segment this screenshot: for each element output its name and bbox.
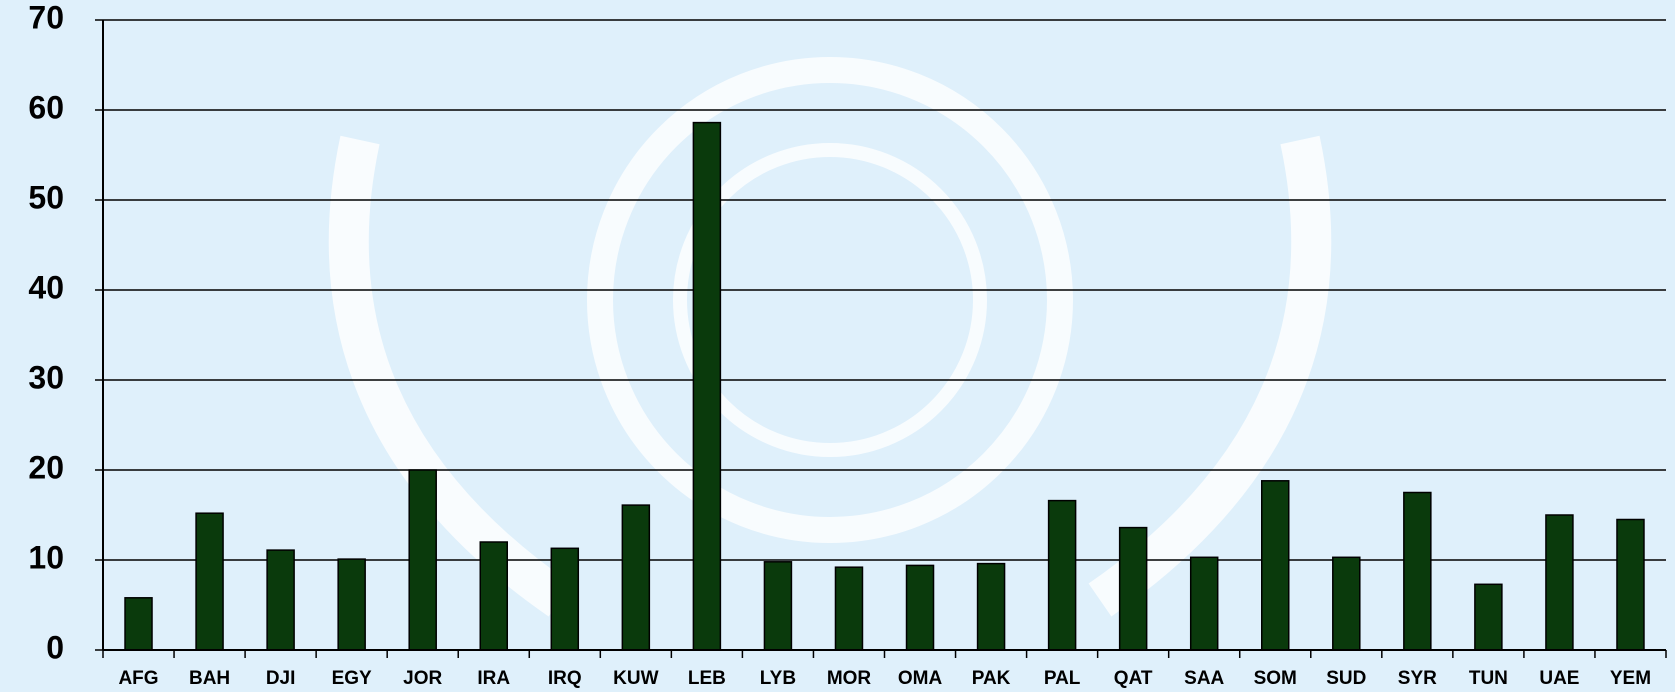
x-tick-label: BAH bbox=[189, 668, 230, 689]
x-tick-label: IRQ bbox=[548, 668, 582, 689]
y-tick-label: 10 bbox=[28, 539, 64, 575]
bar bbox=[550, 547, 580, 651]
x-tick-label: PAK bbox=[972, 668, 1011, 689]
bar bbox=[1261, 480, 1290, 651]
x-tick-label: MOR bbox=[827, 668, 872, 689]
x-tick-label: QAT bbox=[1114, 668, 1153, 689]
x-tick-label: EGY bbox=[332, 668, 372, 689]
y-tick-label: 0 bbox=[46, 629, 64, 665]
bar bbox=[124, 597, 153, 651]
bar bbox=[1474, 583, 1503, 651]
x-tick-label: OMA bbox=[898, 668, 943, 689]
bar bbox=[621, 504, 651, 651]
bar bbox=[1332, 556, 1361, 651]
bar bbox=[976, 562, 1006, 651]
x-tick-label: LYB bbox=[760, 668, 796, 689]
bar bbox=[1118, 526, 1148, 651]
x-tick-label: AFG bbox=[118, 668, 158, 689]
bar bbox=[195, 512, 224, 651]
bar bbox=[1545, 514, 1574, 651]
bar bbox=[337, 558, 366, 651]
y-tick-label: 20 bbox=[28, 449, 64, 485]
bar bbox=[479, 541, 508, 651]
y-tick-label: 50 bbox=[28, 179, 64, 215]
bar bbox=[692, 121, 722, 651]
bar bbox=[1403, 491, 1432, 651]
bar bbox=[1047, 499, 1077, 651]
x-tick-label: LEB bbox=[688, 668, 726, 689]
watermark bbox=[328, 57, 1332, 617]
y-tick-label: 40 bbox=[28, 269, 64, 305]
bar bbox=[408, 469, 437, 651]
x-tick-label: PAL bbox=[1044, 668, 1081, 689]
bar bbox=[1189, 556, 1219, 651]
bar bbox=[763, 561, 793, 651]
bar bbox=[266, 549, 295, 651]
x-tick-label: IRA bbox=[477, 668, 510, 689]
bar bbox=[1616, 518, 1645, 651]
y-tick-label: 60 bbox=[28, 89, 64, 125]
x-tick-label: SYR bbox=[1398, 668, 1437, 689]
bar bbox=[905, 564, 935, 651]
x-tick-label: KUW bbox=[613, 668, 658, 689]
y-tick-label: 70 bbox=[28, 0, 64, 35]
bar bbox=[834, 566, 864, 651]
x-tick-label: SAA bbox=[1184, 668, 1224, 689]
y-tick-label: 30 bbox=[28, 359, 64, 395]
x-tick-label: UAE bbox=[1539, 668, 1579, 689]
x-tick-label: SUD bbox=[1326, 668, 1366, 689]
x-tick-label: YEM bbox=[1610, 668, 1651, 689]
x-tick-label: DJI bbox=[266, 668, 296, 689]
x-tick-label: SOM bbox=[1254, 668, 1297, 689]
x-tick-label: JOR bbox=[403, 668, 442, 689]
x-tick-label: TUN bbox=[1469, 668, 1508, 689]
